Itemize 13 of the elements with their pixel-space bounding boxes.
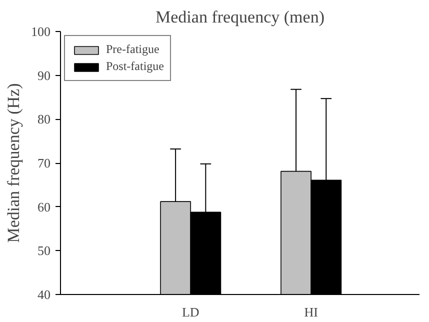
y-tick-label: 80 — [38, 112, 50, 127]
y-axis-title: Median frequency (Hz) — [4, 83, 23, 243]
y-tick-label: 70 — [38, 156, 50, 170]
y-tick-label: 40 — [38, 287, 50, 302]
x-tick-label: LD — [182, 304, 200, 320]
x-tick-label: HI — [304, 304, 318, 320]
legend-label: Post-fatigue — [106, 59, 164, 74]
y-tick-label: 100 — [31, 24, 50, 39]
y-tick-label: 60 — [38, 199, 50, 214]
chart-title: Median frequency (men) — [156, 8, 324, 26]
legend-label: Pre-fatigue — [106, 42, 160, 57]
y-tick-label: 90 — [38, 68, 50, 83]
y-tick-label: 50 — [38, 243, 50, 258]
